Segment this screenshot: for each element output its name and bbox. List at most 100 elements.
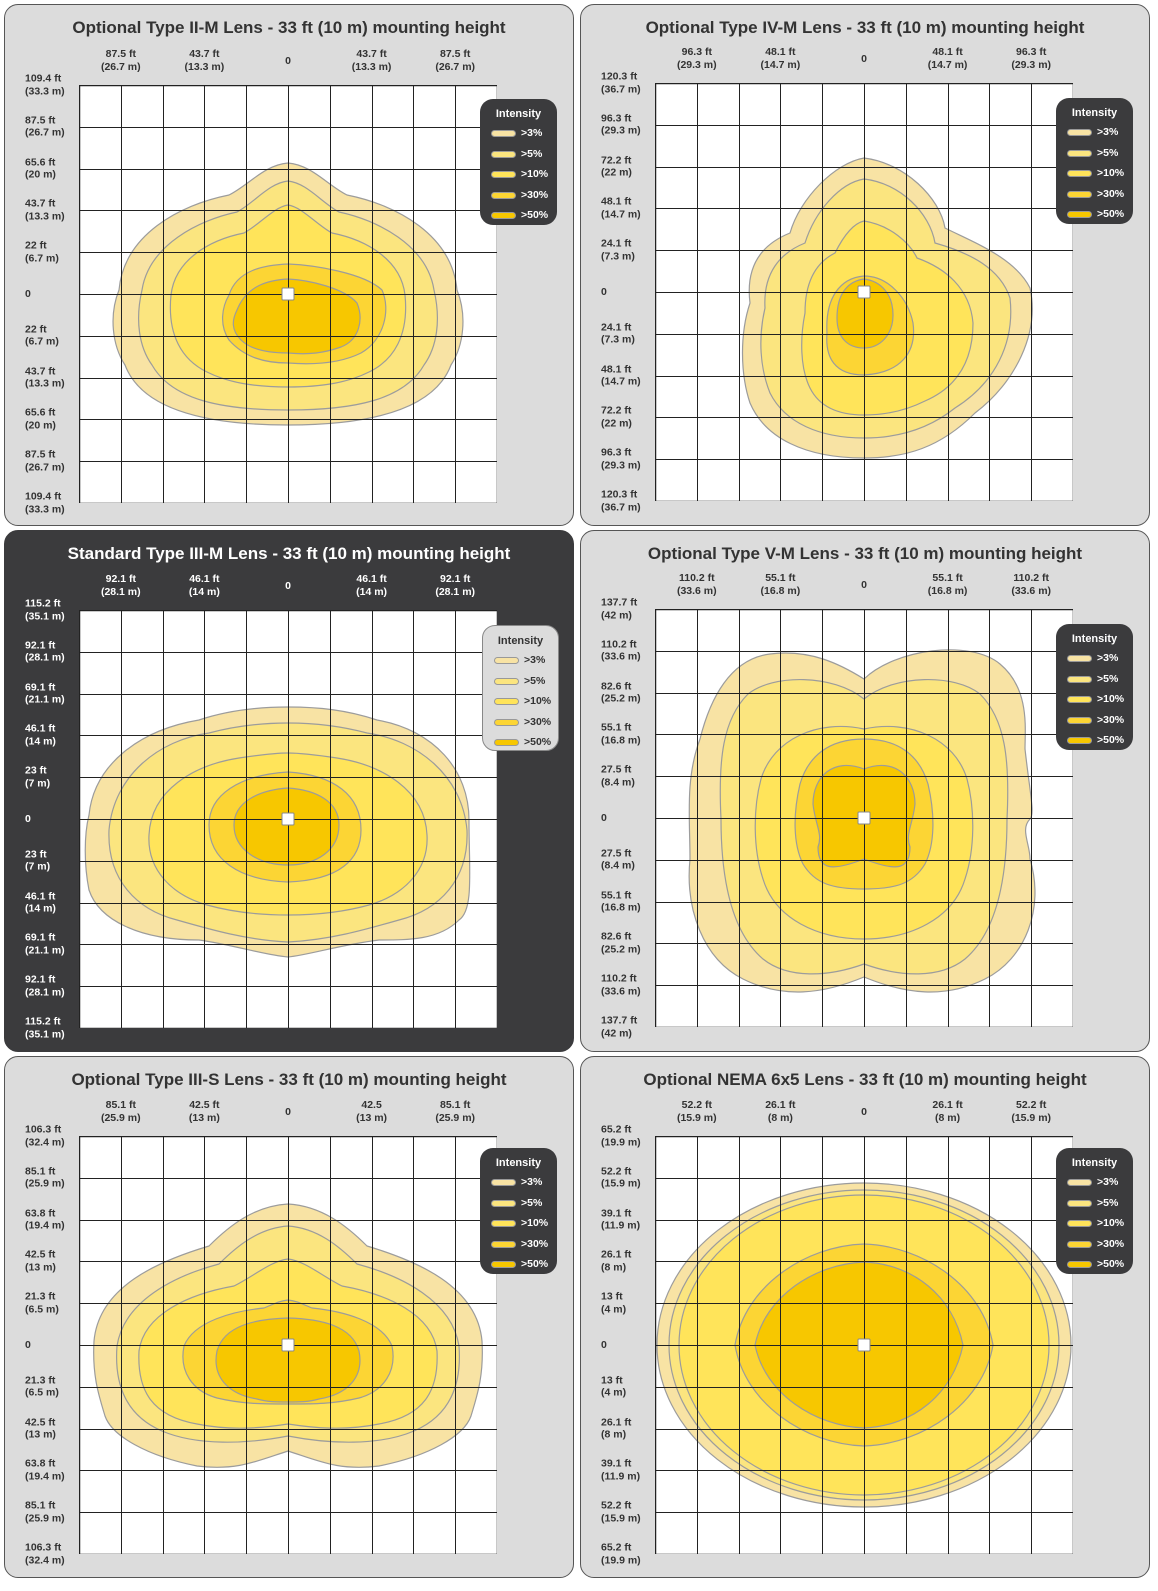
- isolux-plot: [655, 609, 1073, 1027]
- isolux-plot: [79, 610, 497, 1028]
- y-tick-label: 87.5 ft (26.7 m): [25, 448, 65, 474]
- y-tick-label: 39.1 ft (11.9 m): [601, 1207, 641, 1232]
- luminaire-marker: [857, 285, 871, 299]
- legend-swatch: [491, 1240, 516, 1248]
- x-tick-label: 48.1 ft (14.7 m): [760, 46, 801, 71]
- y-tick-label: 110.2 ft (33.6 m): [601, 638, 641, 663]
- panel-title: Standard Type III-M Lens - 33 ft (10 m) …: [67, 544, 511, 563]
- x-tick-label: 110.2 ft (33.6 m): [676, 572, 717, 597]
- luminaire-marker: [281, 812, 295, 826]
- x-tick-label: 96.3 ft (29.3 m): [1011, 46, 1052, 71]
- legend-swatch: [494, 657, 519, 664]
- x-tick-label: 92.1 ft (28.1 m): [100, 573, 141, 598]
- y-tick-label: 0: [25, 287, 31, 300]
- legend-label: >50%: [521, 1258, 549, 1271]
- x-tick-label: 0: [285, 580, 291, 592]
- isolux-plot: [655, 1136, 1073, 1554]
- y-tick-label: 109.4 ft (33.3 m): [25, 72, 65, 98]
- x-tick-label: 42.5 (13 m): [356, 1099, 388, 1124]
- intensity-legend: Intensity >3% >5% >10% >30% >50%: [482, 625, 559, 751]
- y-tick-label: 69.1 ft (21.1 m): [25, 681, 65, 706]
- y-tick-label: 39.1 ft (11.9 m): [601, 1457, 641, 1483]
- y-tick-label: 24.1 ft (7.3 m): [601, 321, 635, 346]
- legend-title: Intensity: [1071, 1157, 1118, 1169]
- intensity-legend: Intensity >3% >5% >10% >30% >50%: [1056, 98, 1133, 224]
- x-tick-label: 87.5 ft (26.7 m): [100, 48, 141, 73]
- y-tick-label: 13 ft (4 m): [601, 1290, 627, 1316]
- legend-title: Intensity: [497, 635, 544, 647]
- isolux-plot: [79, 1136, 497, 1554]
- y-tick-label: 0: [25, 812, 31, 825]
- legend-label: >10%: [521, 1217, 549, 1230]
- y-tick-label: 22 ft (6.7 m): [25, 323, 59, 348]
- y-tick-label: 43.7 ft (13.3 m): [25, 197, 65, 223]
- y-tick-label: 24.1 ft (7.3 m): [601, 237, 635, 263]
- y-tick-label: 65.2 ft (19.9 m): [601, 1123, 641, 1149]
- x-tick-label: 48.1 ft (14.7 m): [927, 46, 968, 71]
- y-tick-label: 26.1 ft (8 m): [601, 1416, 632, 1441]
- grid: [655, 83, 1073, 501]
- legend-swatch: [1067, 1261, 1092, 1269]
- y-tick-label: 26.1 ft (8 m): [601, 1248, 632, 1274]
- y-tick-label: 137.7 ft (42 m): [601, 596, 638, 622]
- legend-swatch: [1067, 1240, 1092, 1248]
- legend-title: Intensity: [1071, 107, 1118, 119]
- grid: [79, 610, 497, 1028]
- y-tick-label: 0: [601, 285, 607, 298]
- contour-50pct: [233, 787, 340, 866]
- y-tick-label: 115.2 ft (35.1 m): [25, 1015, 65, 1041]
- y-tick-label: 120.3 ft (36.7 m): [601, 488, 641, 514]
- luminaire-marker: [281, 1338, 295, 1352]
- legend-label: >30%: [521, 188, 549, 201]
- legend-label: >30%: [524, 715, 552, 728]
- y-tick-label: 13 ft (4 m): [601, 1374, 627, 1399]
- legend-label: >5%: [521, 147, 543, 160]
- x-tick-label: 43.7 ft (13.3 m): [184, 48, 225, 73]
- x-tick-label: 110.2 ft (33.6 m): [1011, 572, 1052, 597]
- x-tick-label: 46.1 ft (14 m): [356, 573, 388, 598]
- legend-swatch: [491, 1220, 516, 1228]
- legend-title: Intensity: [495, 1157, 542, 1169]
- x-tick-label: 92.1 ft (28.1 m): [435, 573, 476, 598]
- legend-swatch: [491, 1261, 516, 1269]
- y-tick-label: 63.8 ft (19.4 m): [25, 1457, 65, 1483]
- isolux-contours: [741, 157, 1033, 459]
- legend-label: >50%: [521, 209, 549, 222]
- isolux-plot: [79, 85, 497, 503]
- y-tick-label: 42.5 ft (13 m): [25, 1416, 56, 1441]
- legend-swatch: [1067, 170, 1092, 178]
- legend-title: Intensity: [495, 108, 542, 120]
- legend-swatch: [491, 1199, 516, 1207]
- legend-swatch: [494, 677, 519, 685]
- luminaire-marker: [281, 287, 295, 301]
- y-tick-label: 109.4 ft (33.3 m): [25, 490, 65, 516]
- y-tick-label: 48.1 ft (14.7 m): [601, 363, 641, 388]
- legend-swatch: [491, 1179, 516, 1186]
- legend-swatch: [1067, 1199, 1092, 1207]
- panel-title: Optional Type III-S Lens - 33 ft (10 m) …: [71, 1070, 507, 1089]
- legend-label: >30%: [1097, 187, 1125, 200]
- y-tick-label: 42.5 ft (13 m): [25, 1248, 56, 1274]
- legend-label: >10%: [521, 168, 549, 181]
- legend-swatch: [1067, 1179, 1092, 1186]
- legend-label: >5%: [1097, 1196, 1119, 1209]
- y-tick-label: 46.1 ft (14 m): [25, 890, 56, 915]
- legend-swatch: [1067, 1220, 1092, 1228]
- y-tick-label: 22 ft (6.7 m): [25, 239, 59, 265]
- y-tick-label: 92.1 ft (28.1 m): [25, 973, 65, 999]
- legend-swatch: [491, 191, 516, 199]
- y-tick-label: 82.6 ft (25.2 m): [601, 930, 641, 956]
- y-tick-label: 85.1 ft (25.9 m): [25, 1499, 65, 1525]
- y-tick-label: 52.2 ft (15.9 m): [601, 1165, 641, 1190]
- grid: [79, 85, 497, 503]
- y-tick-label: 55.1 ft (16.8 m): [601, 721, 641, 747]
- y-tick-label: 63.8 ft (19.4 m): [25, 1207, 65, 1232]
- panel-title: Optional Type V-M Lens - 33 ft (10 m) mo…: [647, 544, 1083, 563]
- legend-swatch: [1067, 190, 1092, 198]
- legend-label: >10%: [1097, 167, 1125, 180]
- legend-label: >50%: [1097, 208, 1125, 221]
- legend-label: >5%: [524, 674, 546, 687]
- x-tick-label: 55.1 ft (16.8 m): [760, 572, 801, 597]
- legend-label: >10%: [1097, 1217, 1125, 1230]
- legend-label: >50%: [1097, 1258, 1125, 1271]
